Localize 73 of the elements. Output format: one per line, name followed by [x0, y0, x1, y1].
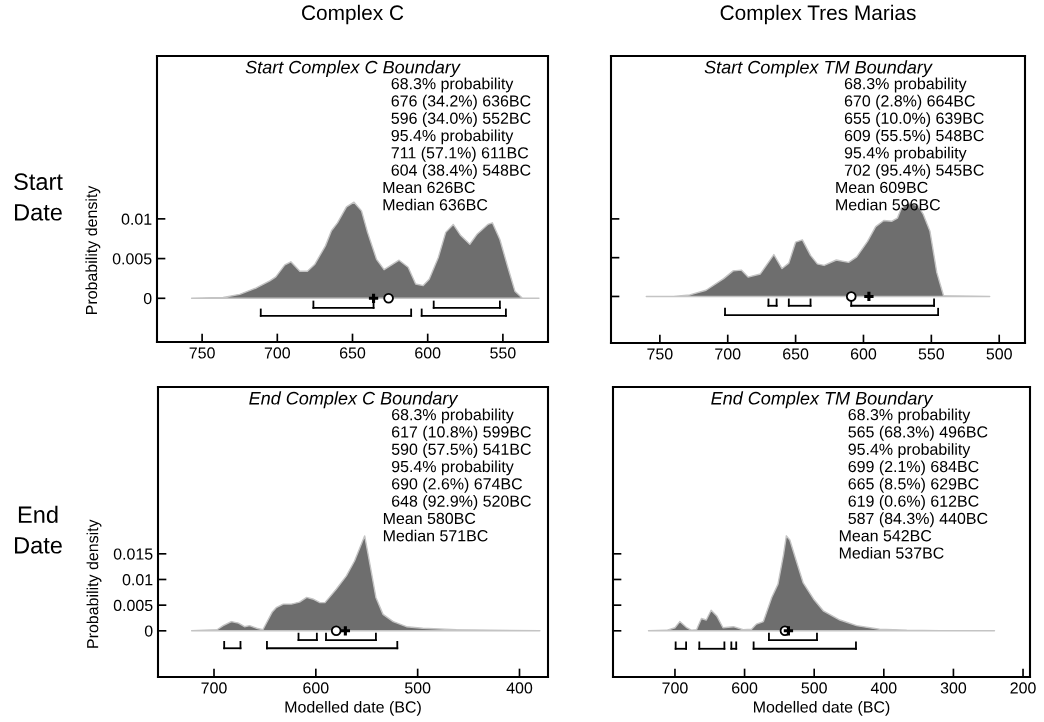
chart-title: Complex C — [302, 4, 404, 25]
chart-subtitle: End Complex C Boundary — [249, 391, 459, 409]
annotation: Mean 580BC — [383, 512, 476, 525]
annotation: 665 (8.5%) 629BC — [848, 477, 979, 493]
annotation: Median 636BC — [383, 198, 488, 211]
y-tick-label: 0.01 — [121, 213, 152, 225]
annotation: 68.3% probability — [844, 77, 967, 93]
annotation: 95.4% probability — [391, 460, 514, 476]
annotation: 702 (95.4%) 545BC — [844, 164, 984, 179]
annotation: 670 (2.8%) 664BC — [844, 94, 975, 110]
x-tick-label: 600 — [303, 682, 329, 694]
x-tick-label: 700 — [662, 682, 688, 694]
x-tick-label: 700 — [201, 682, 227, 694]
x-tick-label: 600 — [415, 347, 441, 359]
x-tick-label: 500 — [801, 682, 827, 694]
x-tick-label: 600 — [850, 348, 877, 360]
x-tick-label: 750 — [647, 348, 673, 360]
x-axis-title: Modelled date (BC) — [754, 700, 890, 716]
y-tick-label: 0.01 — [122, 574, 153, 586]
annotation: 617 (10.8%) 599BC — [392, 425, 531, 441]
y-tick-label: 0.005 — [113, 599, 153, 612]
y-tick-label: 0 — [144, 625, 153, 637]
annotation: 95.4% probability — [391, 129, 514, 145]
annotation: 68.3% probability — [848, 408, 971, 424]
x-tick-label: 600 — [732, 682, 758, 694]
x-tick-label: 300 — [940, 682, 967, 694]
annotation: 655 (10.0%) 639BC — [844, 112, 984, 128]
x-tick-label: 700 — [264, 347, 291, 359]
annotation: 95.4% probability — [844, 146, 967, 162]
annotation: Median 596BC — [836, 198, 941, 211]
annotation: Median 571BC — [383, 529, 488, 542]
x-tick-label: 400 — [870, 682, 897, 694]
annotation: 565 (68.3%) 496BC — [848, 425, 988, 441]
chart-subtitle: Start Complex C Boundary — [245, 60, 461, 78]
x-tick-label: 500 — [404, 682, 431, 694]
annotation: Median 537BC — [839, 546, 944, 559]
annotation: 68.3% probability — [391, 77, 514, 93]
x-axis-title: Modelled date (BC) — [285, 700, 421, 716]
annotation: 648 (92.9%) 520BC — [392, 495, 531, 510]
chart-title: Complex Tres Marias — [720, 4, 916, 25]
annotation: 619 (0.6%) 612BC — [848, 495, 979, 510]
text: End Date — [15, 505, 62, 554]
annotation: 676 (34.2%) 636BC — [391, 94, 531, 110]
annotation: 711 (57.1%) 611BC — [391, 146, 529, 162]
x-tick-label: 550 — [918, 348, 945, 360]
annotation: 95.4% probability — [848, 443, 971, 459]
annotation: 699 (2.1%) 684BC — [848, 460, 979, 476]
y-tick-label: 0.005 — [112, 253, 152, 265]
annotation: 587 (84.3%) 440BC — [848, 512, 988, 528]
chart-subtitle: Start Complex TM Boundary — [704, 60, 933, 78]
annotation: 609 (55.5%) 548BC — [844, 129, 984, 145]
x-tick-label: 650 — [783, 348, 809, 360]
x-tick-label: 650 — [339, 347, 366, 359]
x-tick-label: 400 — [506, 682, 533, 694]
x-tick-label: 750 — [189, 347, 215, 359]
x-tick-label: 200 — [1010, 682, 1036, 694]
x-tick-label: 550 — [490, 347, 516, 359]
x-tick-label: 500 — [986, 348, 1012, 360]
annotation: 596 (34.0%) 552BC — [391, 112, 531, 128]
annotation: 690 (2.6%) 674BC — [392, 477, 523, 493]
annotation: 68.3% probability — [392, 408, 514, 424]
x-tick-label: 700 — [715, 348, 741, 360]
annotation: 590 (57.5%) 541BC — [391, 443, 531, 459]
annotation: 604 (38.4%) 548BC — [391, 164, 531, 179]
text: Start Date — [14, 173, 63, 221]
y-tick-label: 0 — [143, 292, 152, 305]
annotation: Mean 609BC — [836, 181, 928, 194]
y-axis-title: Probability density — [86, 519, 102, 648]
y-tick-label: 0.015 — [113, 548, 153, 560]
annotation: Mean 626BC — [383, 181, 475, 194]
y-axis-title: Probability density — [85, 185, 101, 314]
annotation: Mean 542BC — [839, 530, 932, 542]
chart-subtitle: End Complex TM Boundary — [711, 391, 934, 409]
